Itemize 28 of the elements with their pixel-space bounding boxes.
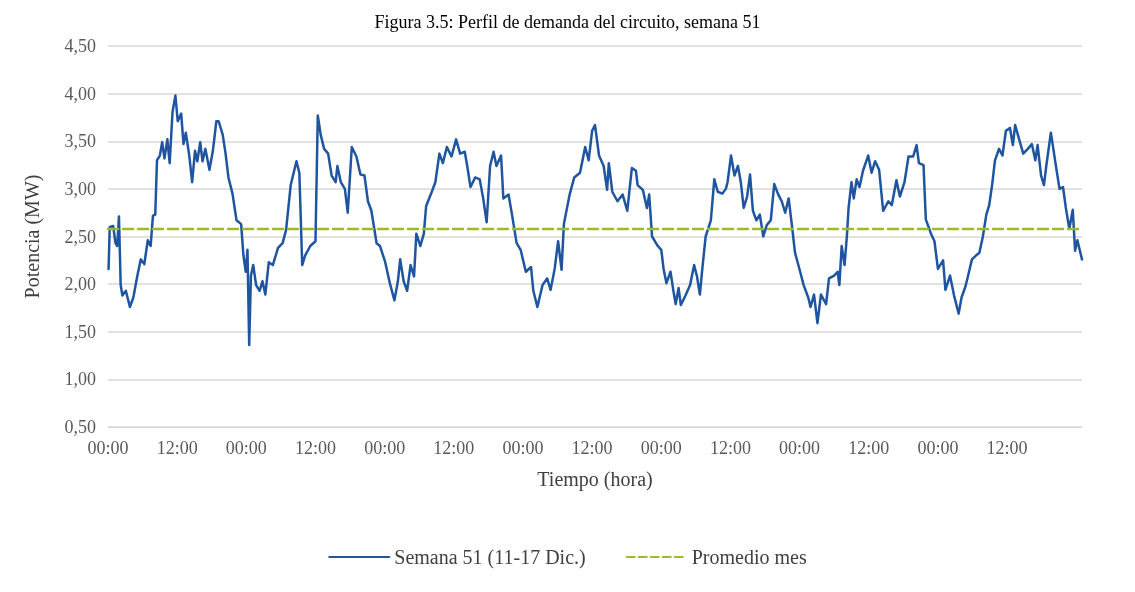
x-tick-label: 12:00 (986, 438, 1028, 458)
legend-label: Semana 51 (11-17 Dic.) (394, 546, 586, 569)
x-tick-label: 00:00 (225, 438, 267, 458)
y-tick-label: 1,50 (64, 321, 96, 342)
y-tick-label: 3,00 (64, 178, 96, 199)
y-tick-label: 2,50 (64, 226, 96, 247)
x-tick-label: 00:00 (502, 438, 544, 458)
x-tick-label: 12:00 (848, 438, 890, 458)
y-tick-label: 4,00 (64, 83, 96, 104)
x-tick-label: 12:00 (571, 438, 613, 458)
x-tick-label: 00:00 (364, 438, 406, 458)
y-axis-title: Potencia (MW) (21, 174, 44, 299)
legend-label: Promedio mes (691, 546, 807, 568)
y-tick-label: 1,00 (64, 369, 96, 390)
x-tick-label: 12:00 (294, 438, 336, 458)
x-tick-label: 00:00 (640, 438, 682, 458)
x-tick-label: 00:00 (779, 438, 821, 458)
x-axis-title: Tiempo (hora) (537, 468, 653, 491)
y-tick-label: 2,00 (64, 274, 96, 295)
y-tick-label: 0,50 (64, 417, 96, 437)
x-tick-label: 12:00 (156, 438, 198, 458)
chart-title: Figura 3.5: Perfil de demanda del circuito, semana 51 (374, 12, 761, 32)
x-tick-label: 00:00 (87, 438, 129, 458)
y-tick-label: 3,50 (64, 131, 96, 152)
x-tick-label: 12:00 (433, 438, 475, 458)
y-tick-label: 4,50 (64, 36, 96, 56)
x-tick-label: 00:00 (917, 438, 959, 458)
x-tick-label: 12:00 (709, 438, 751, 458)
